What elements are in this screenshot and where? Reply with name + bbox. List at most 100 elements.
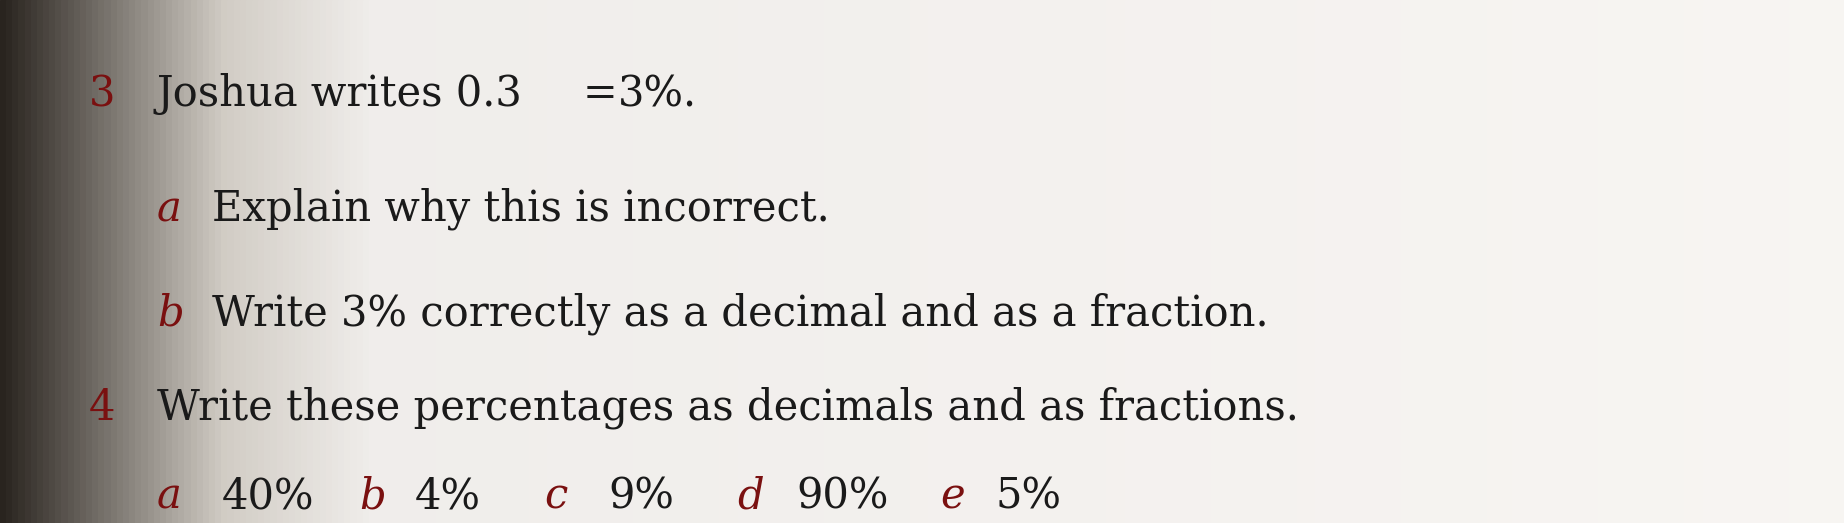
Bar — [843, 0, 850, 523]
Bar — [1451, 0, 1459, 523]
Bar — [1370, 0, 1379, 523]
Bar — [1322, 0, 1330, 523]
Bar — [1193, 0, 1200, 523]
Bar — [319, 0, 328, 523]
Bar — [682, 0, 690, 523]
Bar — [651, 0, 660, 523]
Bar — [787, 0, 795, 523]
Bar — [1757, 0, 1767, 523]
Bar — [669, 0, 679, 523]
Bar — [1425, 0, 1435, 523]
Bar — [1046, 0, 1053, 523]
Bar — [313, 0, 321, 523]
Bar — [706, 0, 715, 523]
Bar — [18, 0, 26, 523]
Bar — [1156, 0, 1164, 523]
Bar — [295, 0, 302, 523]
Text: b: b — [157, 293, 183, 335]
Bar — [719, 0, 727, 523]
Bar — [867, 0, 874, 523]
Bar — [1162, 0, 1169, 523]
Text: Joshua writes 0.3: Joshua writes 0.3 — [157, 73, 522, 115]
Bar — [1591, 0, 1601, 523]
Bar — [1604, 0, 1612, 523]
Bar — [190, 0, 199, 523]
Bar — [559, 0, 568, 523]
Bar — [1167, 0, 1176, 523]
Bar — [811, 0, 819, 523]
Bar — [1401, 0, 1409, 523]
Bar — [1199, 0, 1206, 523]
Text: a: a — [157, 188, 181, 230]
Bar — [632, 0, 642, 523]
Bar — [282, 0, 291, 523]
Bar — [1488, 0, 1495, 523]
Bar — [1525, 0, 1532, 523]
Bar — [1001, 0, 1011, 523]
Bar — [1278, 0, 1287, 523]
Bar — [1138, 0, 1145, 523]
Bar — [105, 0, 112, 523]
Bar — [824, 0, 832, 523]
Text: 90%: 90% — [797, 476, 889, 518]
Bar — [437, 0, 444, 523]
Bar — [1433, 0, 1440, 523]
Bar — [1101, 0, 1108, 523]
Bar — [448, 0, 457, 523]
Bar — [1051, 0, 1058, 523]
Bar — [1438, 0, 1446, 523]
Bar — [590, 0, 597, 523]
Bar — [406, 0, 413, 523]
Bar — [216, 0, 223, 523]
Bar — [835, 0, 845, 523]
Bar — [1038, 0, 1047, 523]
Text: d: d — [738, 476, 763, 518]
Bar — [1826, 0, 1833, 523]
Bar — [1507, 0, 1514, 523]
Bar — [467, 0, 476, 523]
Bar — [1296, 0, 1306, 523]
Bar — [1377, 0, 1385, 523]
Bar — [1333, 0, 1342, 523]
Bar — [522, 0, 531, 523]
Bar — [1802, 0, 1809, 523]
Bar — [1475, 0, 1483, 523]
Bar — [1365, 0, 1372, 523]
Text: 3: 3 — [89, 73, 114, 115]
Bar — [1149, 0, 1158, 523]
Bar — [166, 0, 173, 523]
Bar — [61, 0, 70, 523]
Bar — [1212, 0, 1219, 523]
Bar — [609, 0, 616, 523]
Bar — [111, 0, 118, 523]
Bar — [240, 0, 247, 523]
Bar — [87, 0, 94, 523]
Bar — [411, 0, 420, 523]
Bar — [461, 0, 468, 523]
Bar — [572, 0, 579, 523]
Bar — [1241, 0, 1250, 523]
Bar — [1130, 0, 1140, 523]
Bar — [1309, 0, 1317, 523]
Bar — [424, 0, 431, 523]
Bar — [1389, 0, 1398, 523]
Bar — [13, 0, 20, 523]
Bar — [677, 0, 684, 523]
Bar — [614, 0, 623, 523]
Bar — [1499, 0, 1508, 523]
Bar — [529, 0, 537, 523]
Bar — [455, 0, 463, 523]
Bar — [345, 0, 352, 523]
Text: a: a — [157, 476, 181, 518]
Bar — [253, 0, 260, 523]
Bar — [1599, 0, 1606, 523]
Bar — [769, 0, 776, 523]
Bar — [596, 0, 605, 523]
Bar — [1770, 0, 1778, 523]
Bar — [953, 0, 961, 523]
Bar — [337, 0, 347, 523]
Bar — [664, 0, 671, 523]
Bar — [503, 0, 513, 523]
Bar — [1259, 0, 1269, 523]
Bar — [1248, 0, 1256, 523]
